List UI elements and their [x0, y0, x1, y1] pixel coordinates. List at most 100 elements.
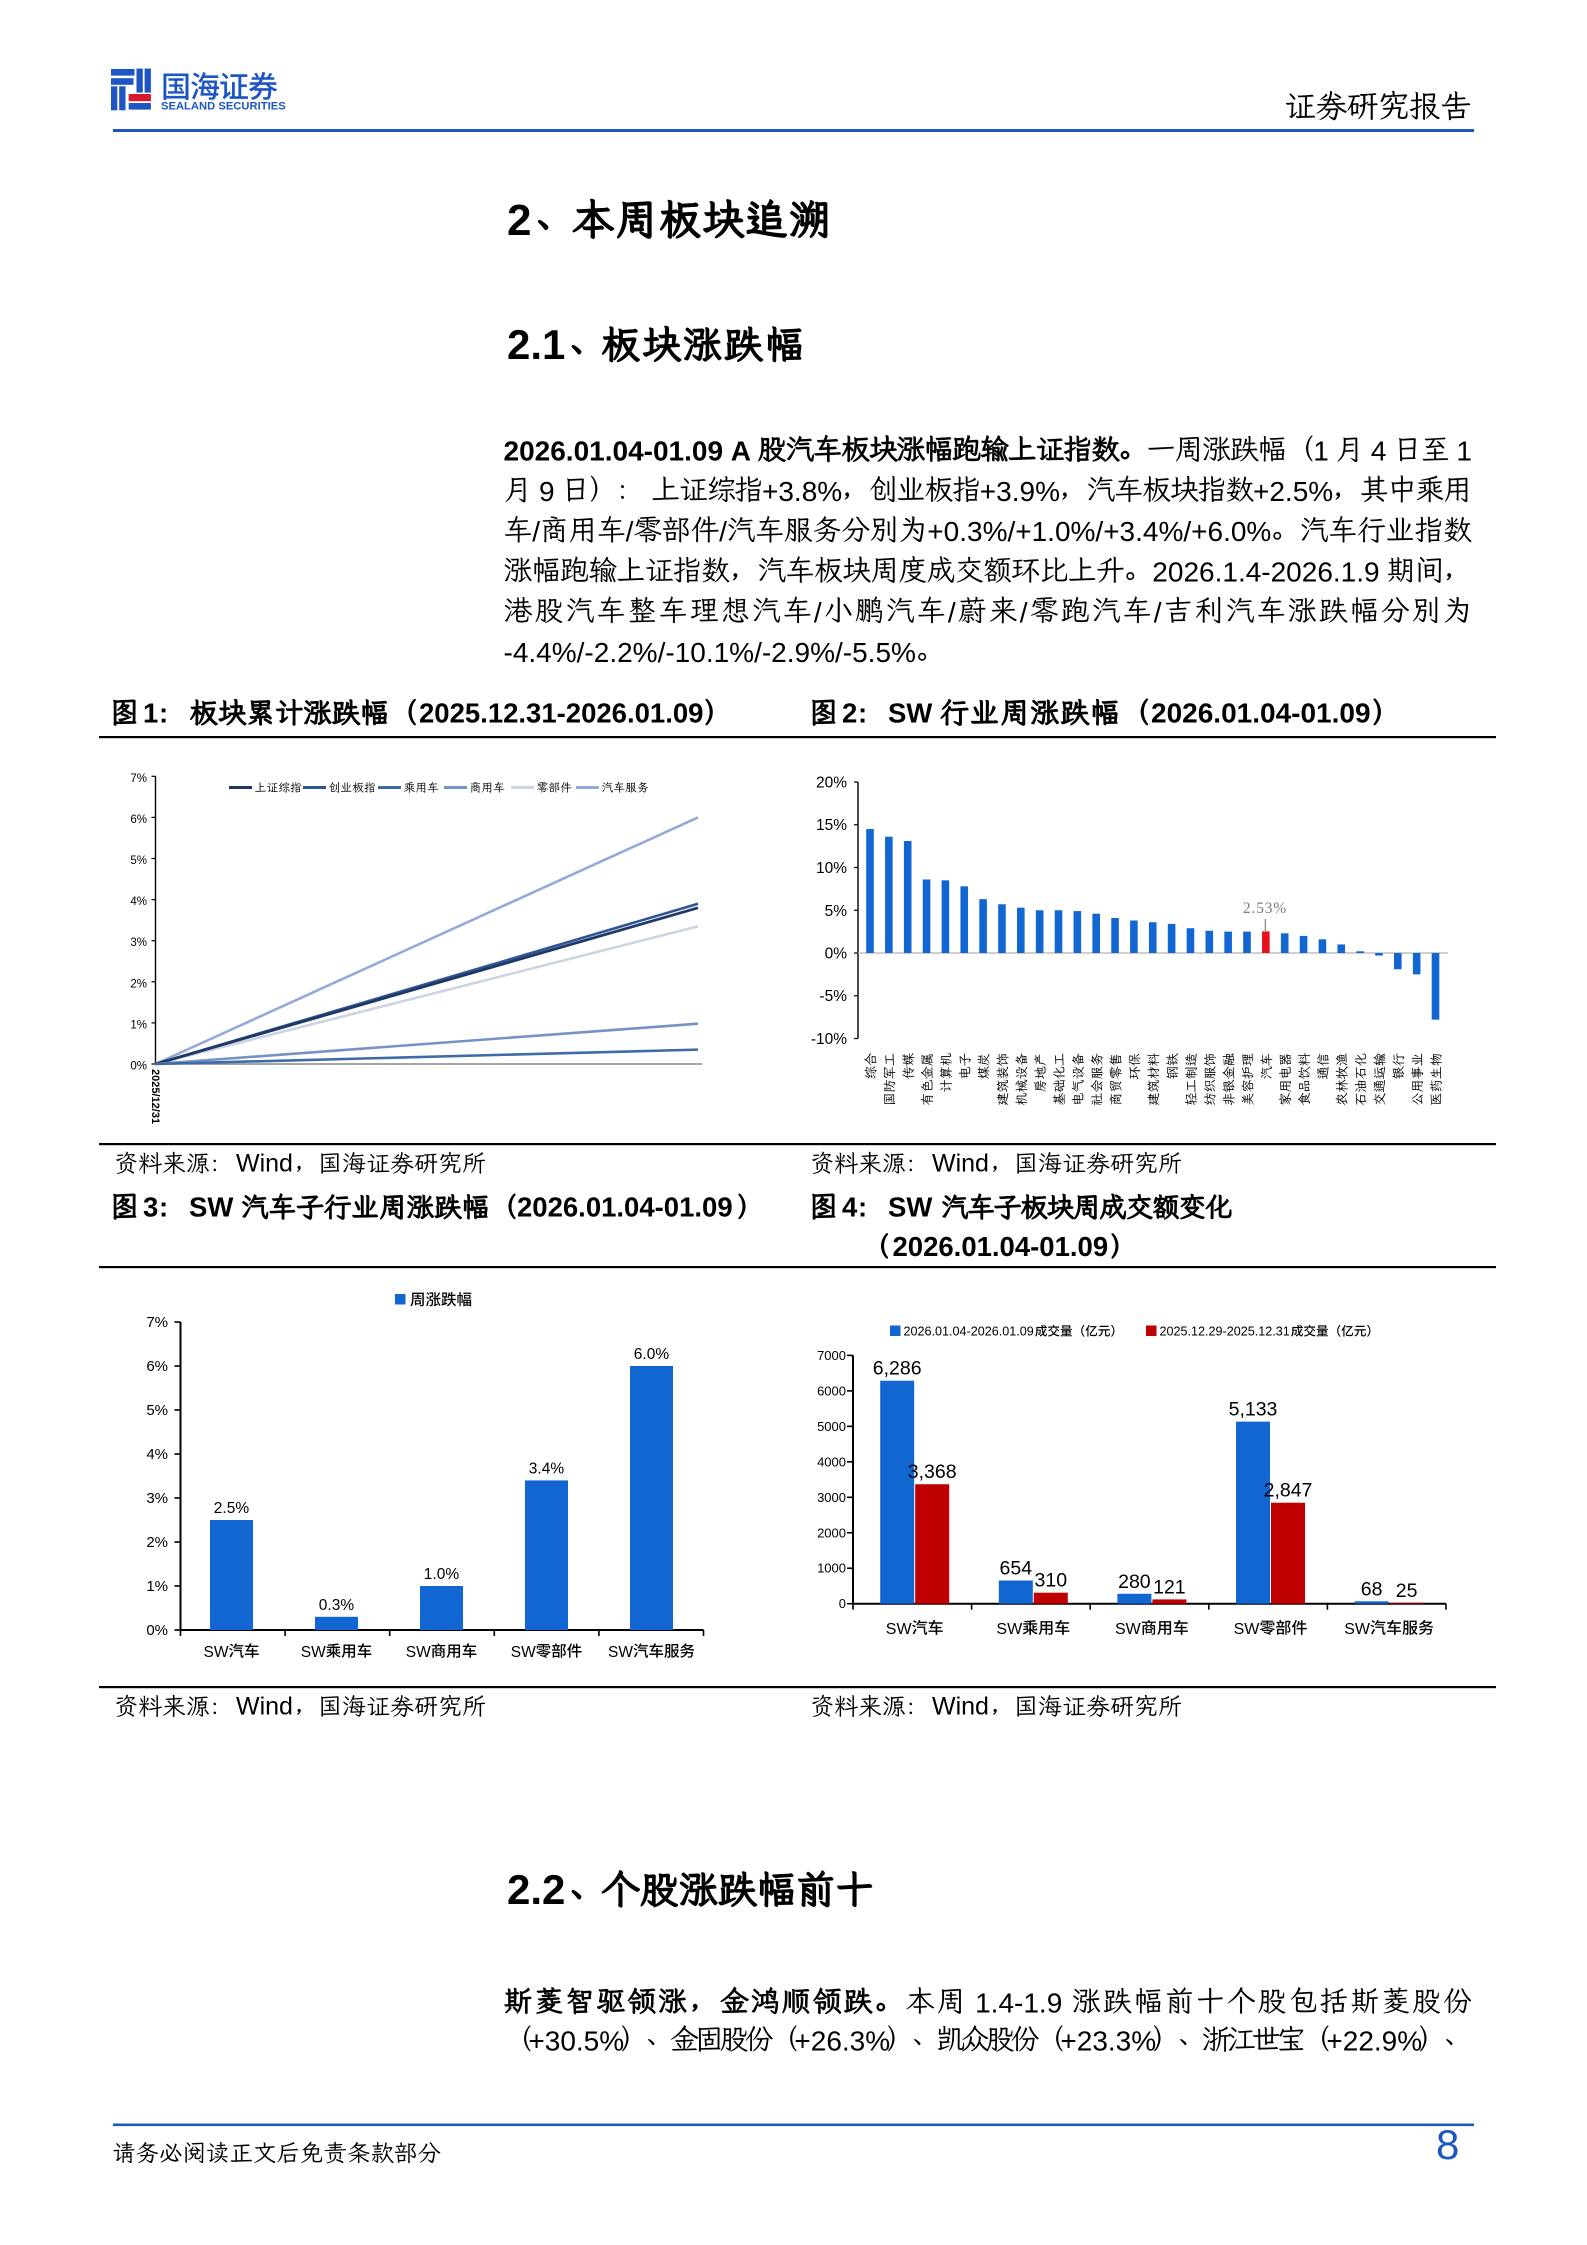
svg-text:+26.3%: +26.3% — [794, 2026, 890, 2057]
svg-text:/: / — [719, 516, 727, 547]
svg-text:3%: 3% — [130, 937, 147, 949]
svg-text:2,847: 2,847 — [1264, 1480, 1313, 1502]
svg-text:20%: 20% — [816, 775, 847, 792]
svg-text:3,368: 3,368 — [908, 1461, 957, 1483]
svg-text:6%: 6% — [130, 814, 147, 826]
svg-text:1: 1 — [1456, 436, 1472, 467]
svg-text:SW: SW — [511, 1644, 536, 1661]
svg-text:4%: 4% — [130, 896, 147, 908]
svg-text:2026.01.04-01.09: 2026.01.04-01.09 — [517, 1192, 733, 1223]
svg-text:2.5%: 2.5% — [214, 1500, 250, 1517]
svg-text:4000: 4000 — [817, 1454, 846, 1469]
svg-text:68: 68 — [1361, 1578, 1383, 1600]
svg-text:+30.5%: +30.5% — [528, 2026, 624, 2057]
svg-text:0%: 0% — [146, 1622, 168, 1639]
svg-text:6%: 6% — [146, 1358, 168, 1375]
svg-text:1%: 1% — [146, 1578, 168, 1595]
svg-text:7%: 7% — [146, 1314, 168, 1331]
svg-text:SW: SW — [886, 1621, 913, 1638]
svg-text:2026.1.4-2026.1.9: 2026.1.4-2026.1.9 — [1152, 557, 1379, 588]
svg-text:+0.3%/+1.0%/+3.4%/+6.0%: +0.3%/+1.0%/+3.4%/+6.0% — [927, 516, 1271, 547]
svg-text:SW: SW — [1115, 1621, 1142, 1638]
svg-text:0%: 0% — [825, 946, 848, 963]
svg-text:-5%: -5% — [819, 988, 847, 1005]
svg-text:+23.3%: +23.3% — [1060, 2026, 1156, 2057]
svg-text:2%: 2% — [130, 978, 147, 990]
svg-text:25: 25 — [1396, 1580, 1418, 1602]
svg-text:SEALAND SECURITIES: SEALAND SECURITIES — [161, 101, 286, 113]
svg-text:5%: 5% — [146, 1402, 168, 1419]
svg-text:2026.01.04-2026.01.09: 2026.01.04-2026.01.09 — [904, 1325, 1034, 1339]
svg-text::: : — [858, 698, 867, 729]
svg-text:/: / — [626, 516, 634, 547]
svg-text:SW: SW — [189, 1192, 233, 1223]
svg-text:0: 0 — [839, 1596, 846, 1611]
svg-text:10%: 10% — [816, 860, 847, 877]
svg-text:654: 654 — [1000, 1558, 1033, 1580]
svg-text:/: / — [532, 516, 540, 547]
svg-text:7000: 7000 — [817, 1348, 846, 1363]
svg-text:SW: SW — [204, 1644, 229, 1661]
svg-text:1.0%: 1.0% — [424, 1566, 460, 1583]
svg-text:0.3%: 0.3% — [319, 1597, 355, 1614]
svg-text:310: 310 — [1035, 1570, 1068, 1592]
svg-text:-4.4%/-2.2%/-10.1%/-2.9%/-5.5%: -4.4%/-2.2%/-10.1%/-2.9%/-5.5% — [504, 637, 916, 668]
svg-text:/: / — [1020, 597, 1028, 628]
svg-text:3.4%: 3.4% — [529, 1460, 565, 1477]
svg-text:1: 1 — [143, 698, 158, 729]
svg-text:2: 2 — [842, 698, 857, 729]
svg-text:8: 8 — [1436, 2121, 1459, 2168]
svg-text:15%: 15% — [816, 817, 847, 834]
svg-text:SW: SW — [301, 1644, 326, 1661]
svg-text:+2.5%: +2.5% — [1253, 476, 1333, 507]
svg-text:2026.01.04-01.09 A: 2026.01.04-01.09 A — [504, 436, 752, 467]
svg-text:SW: SW — [608, 1644, 633, 1661]
svg-text:1.4-1.9: 1.4-1.9 — [975, 1988, 1062, 2019]
svg-text:+3.8%: +3.8% — [762, 476, 842, 507]
svg-text:2000: 2000 — [817, 1525, 846, 1540]
svg-text:5%: 5% — [130, 855, 147, 867]
svg-text:2.53%: 2.53% — [1243, 900, 1287, 917]
svg-text:+22.9%: +22.9% — [1326, 2026, 1422, 2057]
svg-text:/: / — [814, 597, 822, 628]
svg-text:+3.9%: +3.9% — [980, 476, 1060, 507]
svg-text:SW: SW — [406, 1644, 431, 1661]
svg-text:/: / — [948, 597, 956, 628]
svg-text:2026.01.04-01.09: 2026.01.04-01.09 — [893, 1231, 1109, 1262]
svg-text:121: 121 — [1153, 1576, 1186, 1598]
svg-text:4: 4 — [1371, 436, 1387, 467]
svg-text:2: 2 — [507, 196, 531, 245]
svg-text:-10%: -10% — [811, 1031, 847, 1048]
svg-text:SW: SW — [888, 1192, 932, 1223]
svg-text::: : — [858, 1192, 867, 1223]
svg-text:Wind: Wind — [932, 1693, 989, 1721]
svg-text:5%: 5% — [825, 903, 848, 920]
svg-text:1: 1 — [1313, 436, 1329, 467]
svg-text:6000: 6000 — [817, 1383, 846, 1398]
svg-text:2025.12.31-2026.01.09: 2025.12.31-2026.01.09 — [419, 698, 703, 729]
svg-text:1000: 1000 — [817, 1561, 846, 1576]
svg-text:Wind: Wind — [236, 1693, 293, 1721]
svg-text:2025.12.29-2025.12.31: 2025.12.29-2025.12.31 — [1160, 1325, 1290, 1339]
svg-text::: : — [159, 1192, 168, 1223]
svg-text:2026.01.04-01.09: 2026.01.04-01.09 — [1151, 698, 1371, 729]
svg-text:4: 4 — [842, 1192, 858, 1223]
svg-text:Wind: Wind — [932, 1150, 989, 1178]
svg-text:3000: 3000 — [817, 1490, 846, 1505]
svg-text:3%: 3% — [146, 1490, 168, 1507]
svg-text:SW: SW — [1234, 1621, 1261, 1638]
svg-text:/: / — [1154, 597, 1162, 628]
svg-text:3: 3 — [143, 1192, 158, 1223]
svg-text:6.0%: 6.0% — [634, 1346, 670, 1363]
svg-text:Wind: Wind — [236, 1150, 293, 1178]
svg-text:280: 280 — [1118, 1571, 1151, 1593]
svg-text::: : — [159, 698, 168, 729]
svg-text:9: 9 — [539, 476, 555, 507]
svg-text:SW: SW — [888, 698, 932, 729]
svg-text:SW: SW — [1344, 1621, 1371, 1638]
svg-text:7%: 7% — [130, 773, 147, 785]
svg-text:5,133: 5,133 — [1229, 1399, 1278, 1421]
svg-text:1%: 1% — [130, 1019, 147, 1031]
svg-text:0%: 0% — [130, 1061, 147, 1073]
svg-text:2%: 2% — [146, 1534, 168, 1551]
